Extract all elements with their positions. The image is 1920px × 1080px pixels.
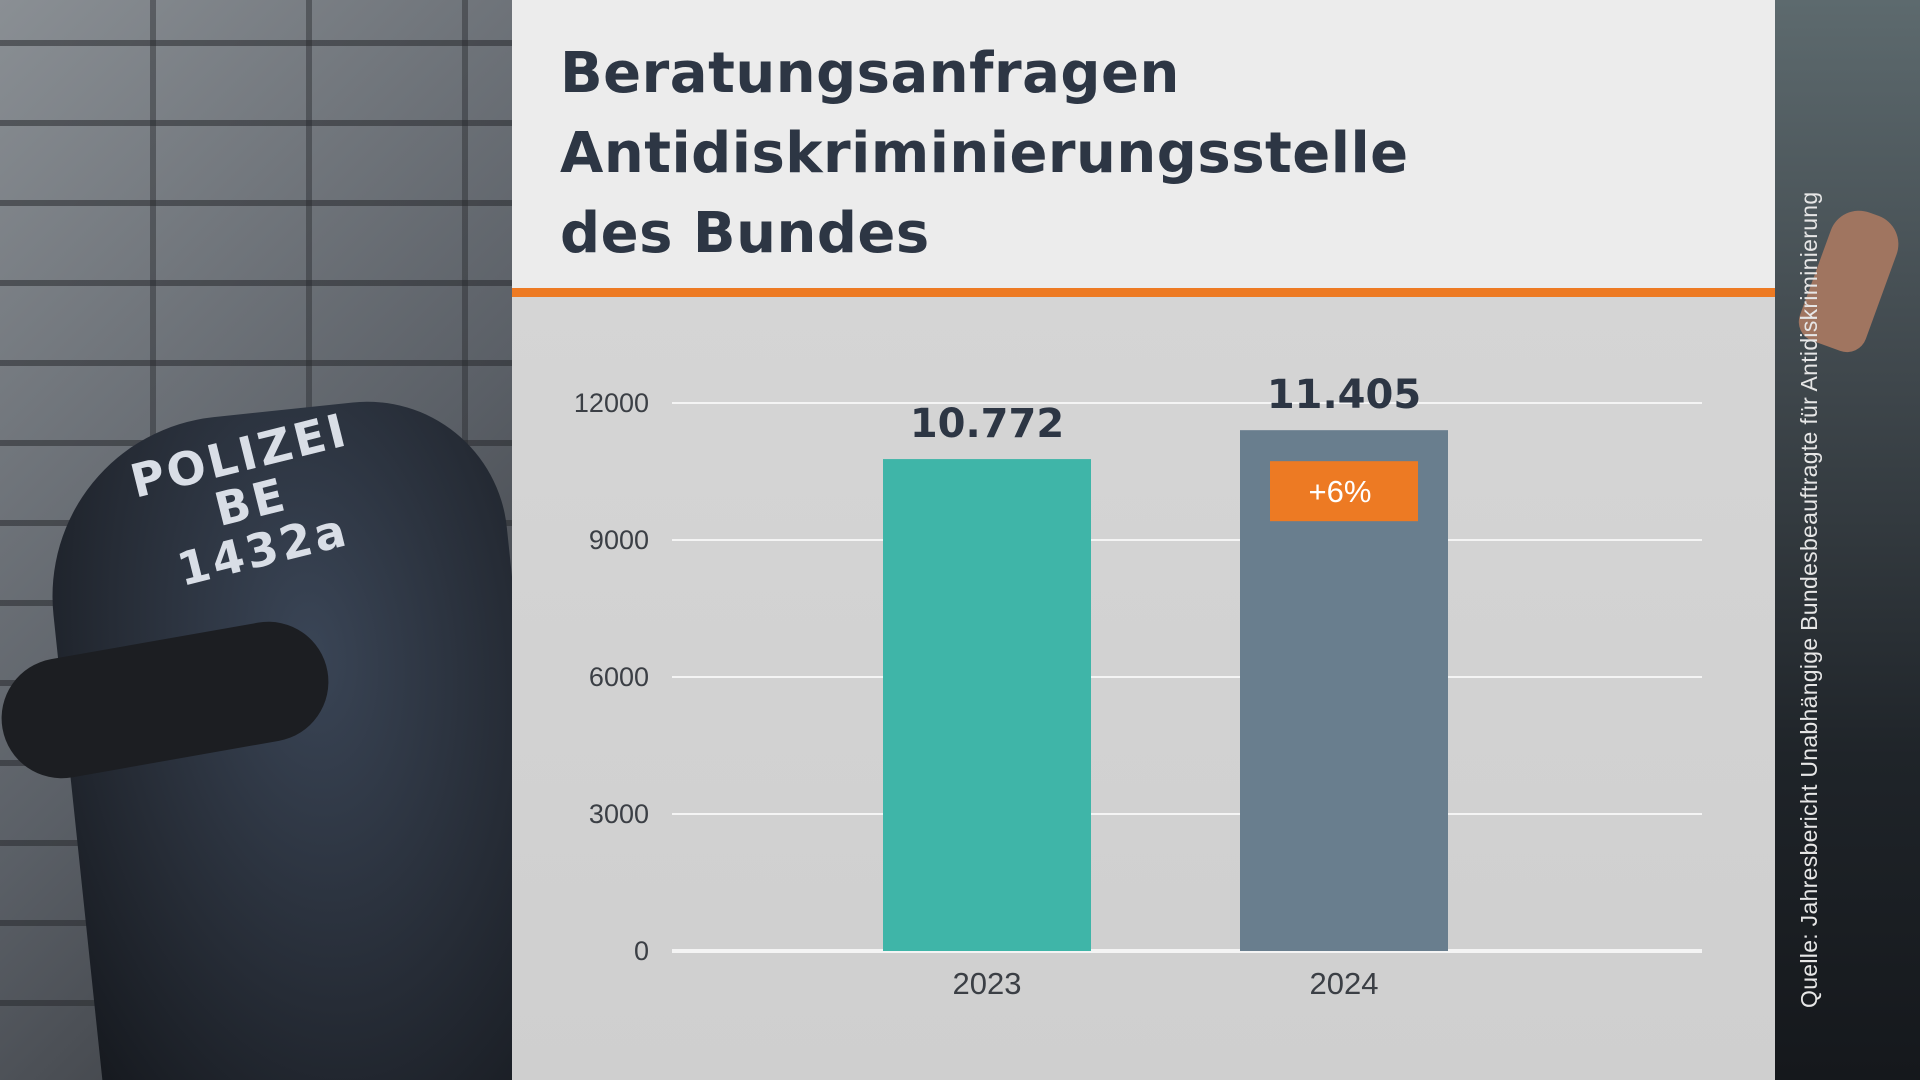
chart-title-line-3: des Bundes bbox=[560, 201, 930, 266]
chart-panel: Beratungsanfragen Antidiskriminierungsst… bbox=[512, 0, 1775, 1080]
y-tick-label: 12000 bbox=[574, 388, 649, 418]
bar-chart: 0 3000 6000 9000 12000 10.772 2023 11.405 2024 +6… bbox=[574, 372, 1702, 1001]
data-label: 10.772 bbox=[910, 401, 1064, 447]
y-tick-label: 3000 bbox=[589, 799, 649, 829]
title-header: Beratungsanfragen Antidiskriminierungsst… bbox=[512, 0, 1775, 297]
change-badge bbox=[1270, 461, 1418, 522]
background-photo-left: POLIZEI BE 1432a bbox=[0, 0, 512, 1080]
chart-title-line-1: Beratungsanfragen bbox=[560, 41, 1180, 106]
chart-title-line-2: Antidiskriminierungsstelle bbox=[560, 121, 1409, 186]
y-tick-label: 9000 bbox=[589, 525, 649, 555]
source-note: Quelle: Jahresbericht Unabhängige Bundes… bbox=[1796, 191, 1822, 1008]
bar bbox=[883, 459, 1091, 951]
y-tick-label: 6000 bbox=[589, 662, 649, 692]
data-label: 11.405 bbox=[1267, 372, 1421, 418]
change-badge-text: +6% bbox=[1309, 474, 1372, 509]
y-tick-label: 0 bbox=[634, 936, 649, 966]
background-photo-right bbox=[1775, 0, 1920, 1080]
chart-title: Beratungsanfragen Antidiskriminierungsst… bbox=[560, 34, 1409, 274]
x-tick-label: 2023 bbox=[953, 966, 1022, 1001]
x-tick-label: 2024 bbox=[1310, 966, 1379, 1001]
